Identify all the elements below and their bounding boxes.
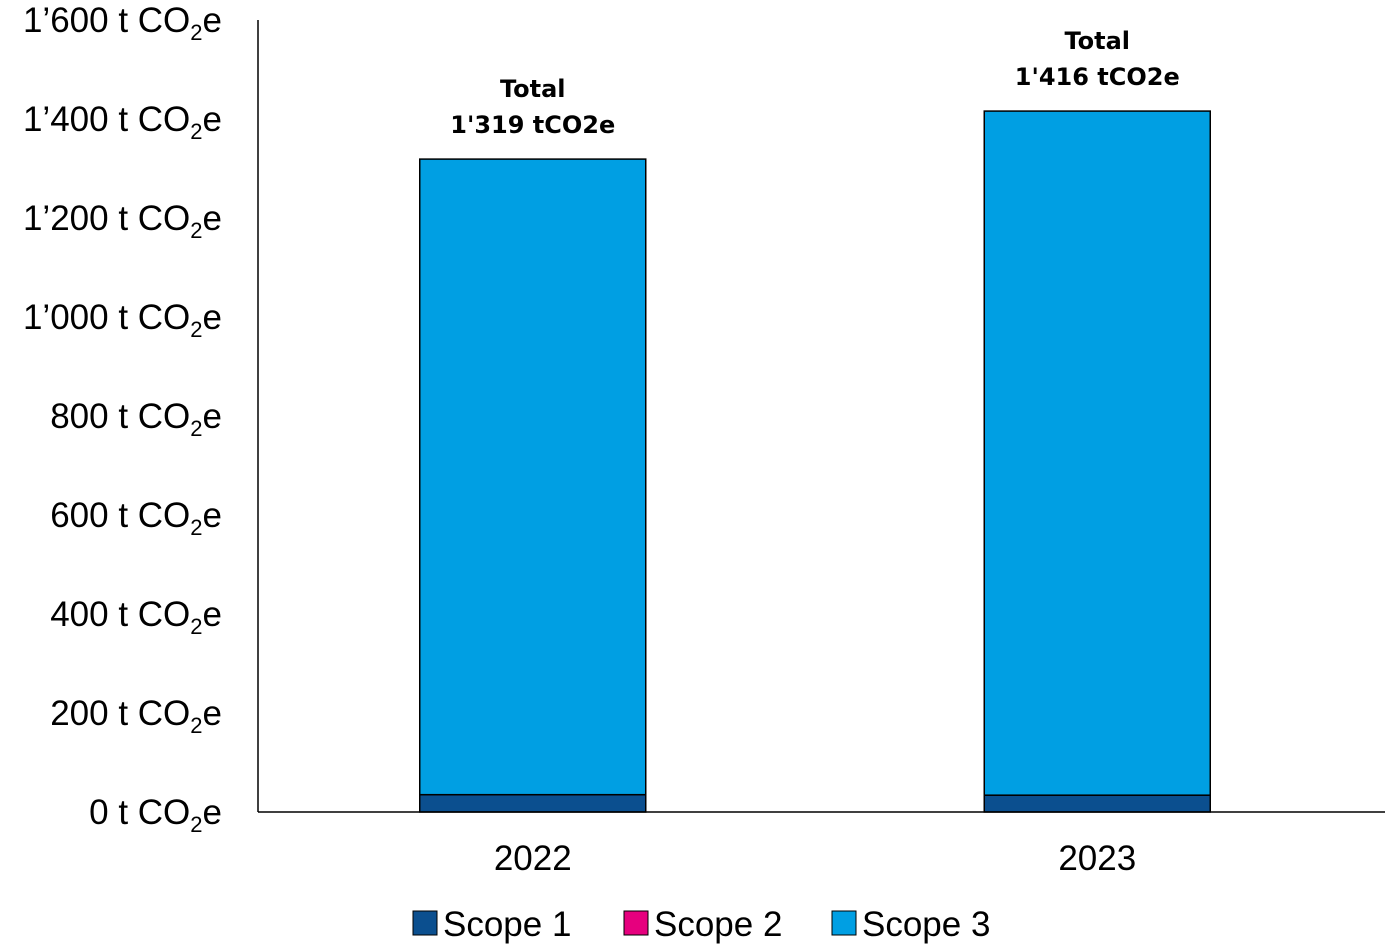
y-tick-label: 1’600 t CO2e	[23, 1, 222, 45]
total-label-value: 1'319 tCO2e	[450, 111, 615, 139]
x-axis-categories: 2022 2023	[494, 839, 1136, 878]
y-tick-label: 1’000 t CO2e	[23, 298, 222, 342]
y-tick-label: 0 t CO2e	[89, 793, 222, 837]
legend-label: Scope 1	[443, 905, 571, 944]
legend-swatch-scope-2	[623, 910, 649, 936]
y-tick-subscript: 2	[190, 614, 202, 639]
y-tick-text: 400 t CO	[50, 595, 190, 634]
y-tick-subscript: 2	[190, 119, 202, 144]
bar-scope-3-2023	[983, 110, 1211, 796]
y-tick-subscript: 2	[190, 317, 202, 342]
y-tick-label: 400 t CO2e	[50, 595, 222, 639]
legend-label: Scope 2	[654, 905, 782, 944]
y-tick-text: 600 t CO	[50, 496, 190, 535]
y-tick-suffix: e	[203, 199, 222, 238]
legend: Scope 1 Scope 2 Scope 3	[412, 905, 990, 944]
total-label-value: 1'416 tCO2e	[1015, 63, 1180, 91]
y-tick-subscript: 2	[190, 812, 202, 837]
y-tick-suffix: e	[203, 595, 222, 634]
x-category-label: 2022	[494, 839, 572, 878]
y-tick-label: 1’400 t CO2e	[23, 100, 222, 144]
y-tick-text: 1’400 t CO	[23, 100, 190, 139]
y-tick-label: 800 t CO2e	[50, 397, 222, 441]
y-tick-suffix: e	[203, 496, 222, 535]
bar-scope-1-2023	[983, 794, 1211, 813]
bars	[419, 110, 1211, 813]
y-tick-subscript: 2	[190, 713, 202, 738]
legend-swatch-scope-3	[831, 910, 857, 936]
bar-scope-1-2022	[419, 793, 647, 813]
y-tick-text: 1’200 t CO	[23, 199, 190, 238]
y-tick-text: 1’600 t CO	[23, 1, 190, 40]
y-tick-subscript: 2	[190, 218, 202, 243]
y-tick-label: 600 t CO2e	[50, 496, 222, 540]
legend-label: Scope 3	[862, 905, 990, 944]
y-tick-suffix: e	[203, 100, 222, 139]
y-tick-suffix: e	[203, 793, 222, 832]
y-tick-text: 200 t CO	[50, 694, 190, 733]
y-tick-subscript: 2	[190, 515, 202, 540]
y-tick-label: 1’200 t CO2e	[23, 199, 222, 243]
total-labels: Total 1'319 tCO2e Total 1'416 tCO2e	[450, 27, 1179, 139]
y-tick-suffix: e	[203, 397, 222, 436]
y-tick-suffix: e	[203, 1, 222, 40]
y-tick-subscript: 2	[190, 20, 202, 45]
y-tick-text: 0 t CO	[89, 793, 190, 832]
bar-scope-3-2022	[419, 158, 647, 796]
y-tick-suffix: e	[203, 298, 222, 337]
x-category-label: 2023	[1058, 839, 1136, 878]
y-tick-label: 200 t CO2e	[50, 694, 222, 738]
legend-swatch-scope-1	[412, 910, 438, 936]
y-tick-subscript: 2	[190, 416, 202, 441]
y-tick-text: 1’000 t CO	[23, 298, 190, 337]
total-label-title: Total	[1064, 27, 1130, 55]
y-tick-text: 800 t CO	[50, 397, 190, 436]
total-label-title: Total	[500, 75, 566, 103]
y-tick-suffix: e	[203, 694, 222, 733]
